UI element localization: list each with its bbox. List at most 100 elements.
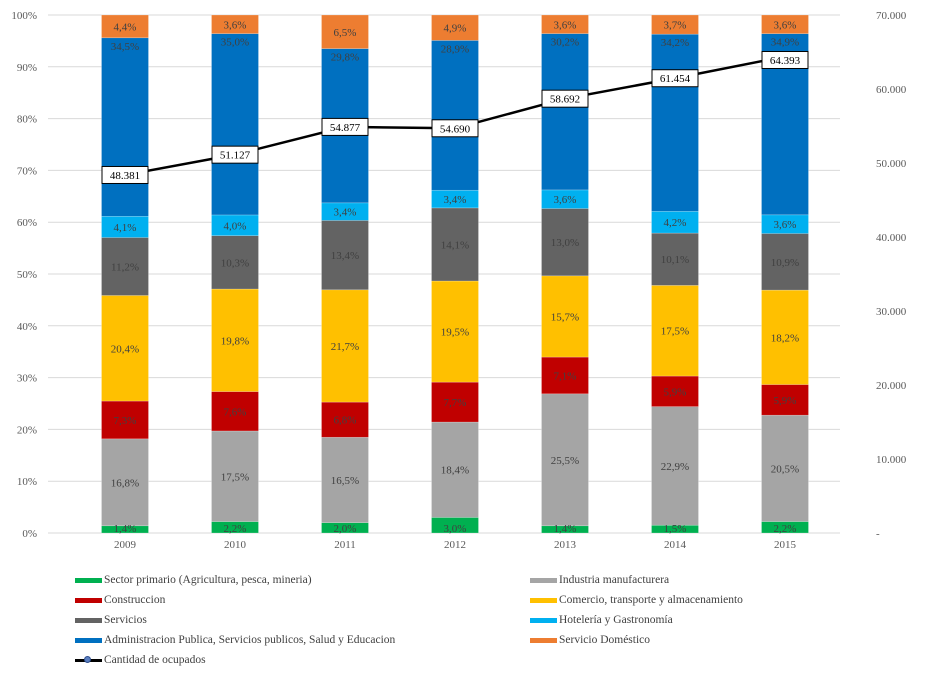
segment-data-label: 11,2%: [111, 261, 139, 273]
segment-data-label: 6,5%: [334, 27, 357, 39]
line-data-label: 54.877: [330, 122, 361, 134]
bar-segment: [761, 214, 809, 234]
bar-segment: [321, 289, 369, 403]
segment-data-label: 29,8%: [331, 52, 359, 64]
segment-data-label: 3,6%: [774, 219, 797, 231]
segment-data-label: 16,5%: [331, 475, 359, 487]
bar-segment: [651, 14, 699, 35]
legend-label: Servicios: [104, 614, 147, 626]
bar-segment: [761, 14, 809, 34]
legend-item-servicios: Servicios: [75, 614, 147, 626]
segment-data-label: 3,6%: [774, 19, 797, 31]
legend-label: Construccion: [104, 594, 166, 606]
line-data-label-box: [211, 145, 259, 164]
left-axis-tick-label: 20%: [17, 424, 37, 436]
segment-data-label: 4,4%: [114, 21, 137, 33]
right-axis: - 10.000 20.000 30.000 40.000 50.000 60.000 70.…: [876, 10, 907, 540]
right-axis-tick-label: 60.000: [876, 84, 907, 96]
bar-segment: [761, 414, 809, 522]
right-axis-tick-label: 30.000: [876, 306, 907, 318]
legend-item-industria: Industria manufacturera: [530, 574, 669, 586]
bar-segment: [431, 207, 479, 282]
segment-data-label: 5,9%: [774, 395, 797, 407]
bar-segment: [101, 237, 149, 296]
bar-segment: [761, 233, 809, 291]
segment-data-label: 10,1%: [661, 254, 689, 266]
bar-segment: [541, 33, 589, 191]
line-data-label-box: [431, 119, 479, 138]
legend-label: Hotelería y Gastronomía: [559, 614, 673, 626]
line-data-label: 64.393: [770, 55, 801, 67]
segment-data-label: 25,5%: [551, 455, 579, 467]
line-data-label: 48.381: [110, 170, 140, 182]
bar-segment: [431, 381, 479, 423]
right-axis-tick-label: 40.000: [876, 232, 907, 244]
bar-segment: [651, 232, 699, 286]
legend-swatch: [530, 637, 557, 643]
bar-segment: [541, 14, 589, 34]
segment-data-label: 34,2%: [661, 37, 689, 49]
bar-segment: [101, 295, 149, 402]
right-axis-tick-label: 70.000: [876, 10, 907, 22]
legend-swatch: [75, 617, 102, 623]
legend-swatch: [75, 637, 102, 643]
legend-item-servicio-domestico: Servicio Doméstico: [530, 634, 650, 646]
bar-segment: [651, 375, 699, 407]
legend-label: Administracion Publica, Servicios public…: [104, 634, 396, 646]
segment-data-label: 3,4%: [334, 207, 357, 219]
segment-data-label: 28,9%: [441, 43, 469, 55]
segment-data-label: 10,3%: [221, 257, 249, 269]
left-axis-tick-label: 100%: [11, 10, 37, 22]
segment-data-label: 1,4%: [114, 523, 137, 535]
segment-data-label: 7,7%: [444, 397, 467, 409]
bar-segment: [211, 33, 259, 216]
legend-item-sector-primario: Sector primario (Agricultura, pesca, min…: [75, 574, 312, 586]
segment-data-label: 3,4%: [444, 194, 467, 206]
legend-item-construccion: Construccion: [75, 594, 165, 606]
legend-swatch: [530, 617, 557, 623]
segment-data-label: 34,9%: [771, 37, 799, 49]
bar-segment: [101, 400, 149, 440]
segment-data-label: 19,5%: [441, 327, 469, 339]
segment-data-label: 17,5%: [661, 326, 689, 338]
bar-segment: [761, 384, 809, 416]
segment-data-label: 35,0%: [221, 37, 249, 49]
segment-data-label: 13,0%: [551, 237, 579, 249]
line-data-label: 54.690: [440, 123, 471, 135]
segment-data-label: 18,4%: [441, 465, 469, 477]
bar-segment: [211, 391, 259, 432]
segment-data-label: 15,7%: [551, 311, 579, 323]
left-axis-tick-label: 60%: [17, 217, 37, 229]
segment-data-label: 30,2%: [551, 37, 579, 49]
x-axis-tick-label: 2015: [774, 539, 797, 551]
line-data-label-box: [321, 117, 369, 136]
segment-data-label: 1,5%: [664, 523, 687, 535]
segment-data-label: 3,0%: [444, 523, 467, 535]
segment-data-label: 3,6%: [224, 19, 247, 31]
segment-data-label: 20,5%: [771, 463, 799, 475]
bar-segment: [101, 37, 149, 217]
segment-data-label: 4,9%: [444, 23, 467, 35]
x-axis-tick-label: 2009: [114, 539, 137, 551]
bar-segment: [541, 275, 589, 358]
bar-segment: [541, 208, 589, 277]
segment-data-label: 21,7%: [331, 341, 359, 353]
x-axis-tick-label: 2012: [444, 539, 466, 551]
segment-data-label: 7,1%: [554, 370, 577, 382]
segment-data-label: 1,4%: [554, 523, 577, 535]
segment-data-label: 18,2%: [771, 332, 799, 344]
bar-segment: [101, 14, 149, 39]
bars: [101, 14, 809, 534]
bar-segment: [321, 14, 369, 49]
left-axis-tick-label: 50%: [17, 269, 37, 281]
legend-item-administracion: Administracion Publica, Servicios public…: [75, 634, 395, 646]
x-axis: 2009 2010 2011 2012 2013 2014 2015: [114, 539, 797, 551]
line-data-label: 61.454: [660, 73, 691, 85]
segment-data-label: 3,7%: [664, 20, 687, 32]
bar-segment: [431, 421, 479, 518]
right-axis-tick-label: 50.000: [876, 158, 907, 170]
bar-segment: [431, 14, 479, 41]
legend-line-marker-icon: [75, 655, 102, 665]
bar-segment: [321, 401, 369, 438]
line-data-label-box: [761, 50, 809, 69]
